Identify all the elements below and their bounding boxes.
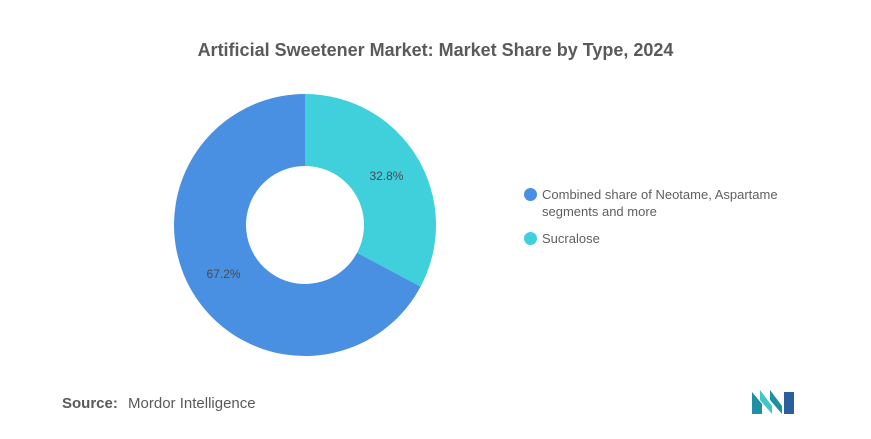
donut-slice-1 xyxy=(173,94,421,356)
legend-label-combined: Combined share of Neotame, Aspartame seg… xyxy=(542,187,778,219)
legend-item-sucralose: Sucralose xyxy=(524,230,814,247)
source-text: Mordor Intelligence xyxy=(128,395,256,412)
mordor-intelligence-logo-icon xyxy=(752,390,794,414)
legend-swatch-combined xyxy=(524,188,537,201)
legend-swatch-sucralose xyxy=(524,232,537,245)
source-note: Source: Mordor Intelligence xyxy=(62,395,256,412)
donut-slices xyxy=(173,94,436,356)
legend-label-sucralose: Sucralose xyxy=(542,231,600,246)
chart-title: Artificial Sweetener Market: Market Shar… xyxy=(197,40,674,60)
chart-legend: Combined share of Neotame, Aspartame seg… xyxy=(524,186,814,257)
legend-item-combined: Combined share of Neotame, Aspartame seg… xyxy=(524,186,814,220)
donut-value-labels: 32.8% 67.2% xyxy=(207,169,404,281)
donut-value-label-1: 67.2% xyxy=(207,267,241,281)
donut-slice-0 xyxy=(305,94,436,287)
donut-value-label-0: 32.8% xyxy=(369,169,403,183)
source-label: Source: xyxy=(62,395,118,412)
